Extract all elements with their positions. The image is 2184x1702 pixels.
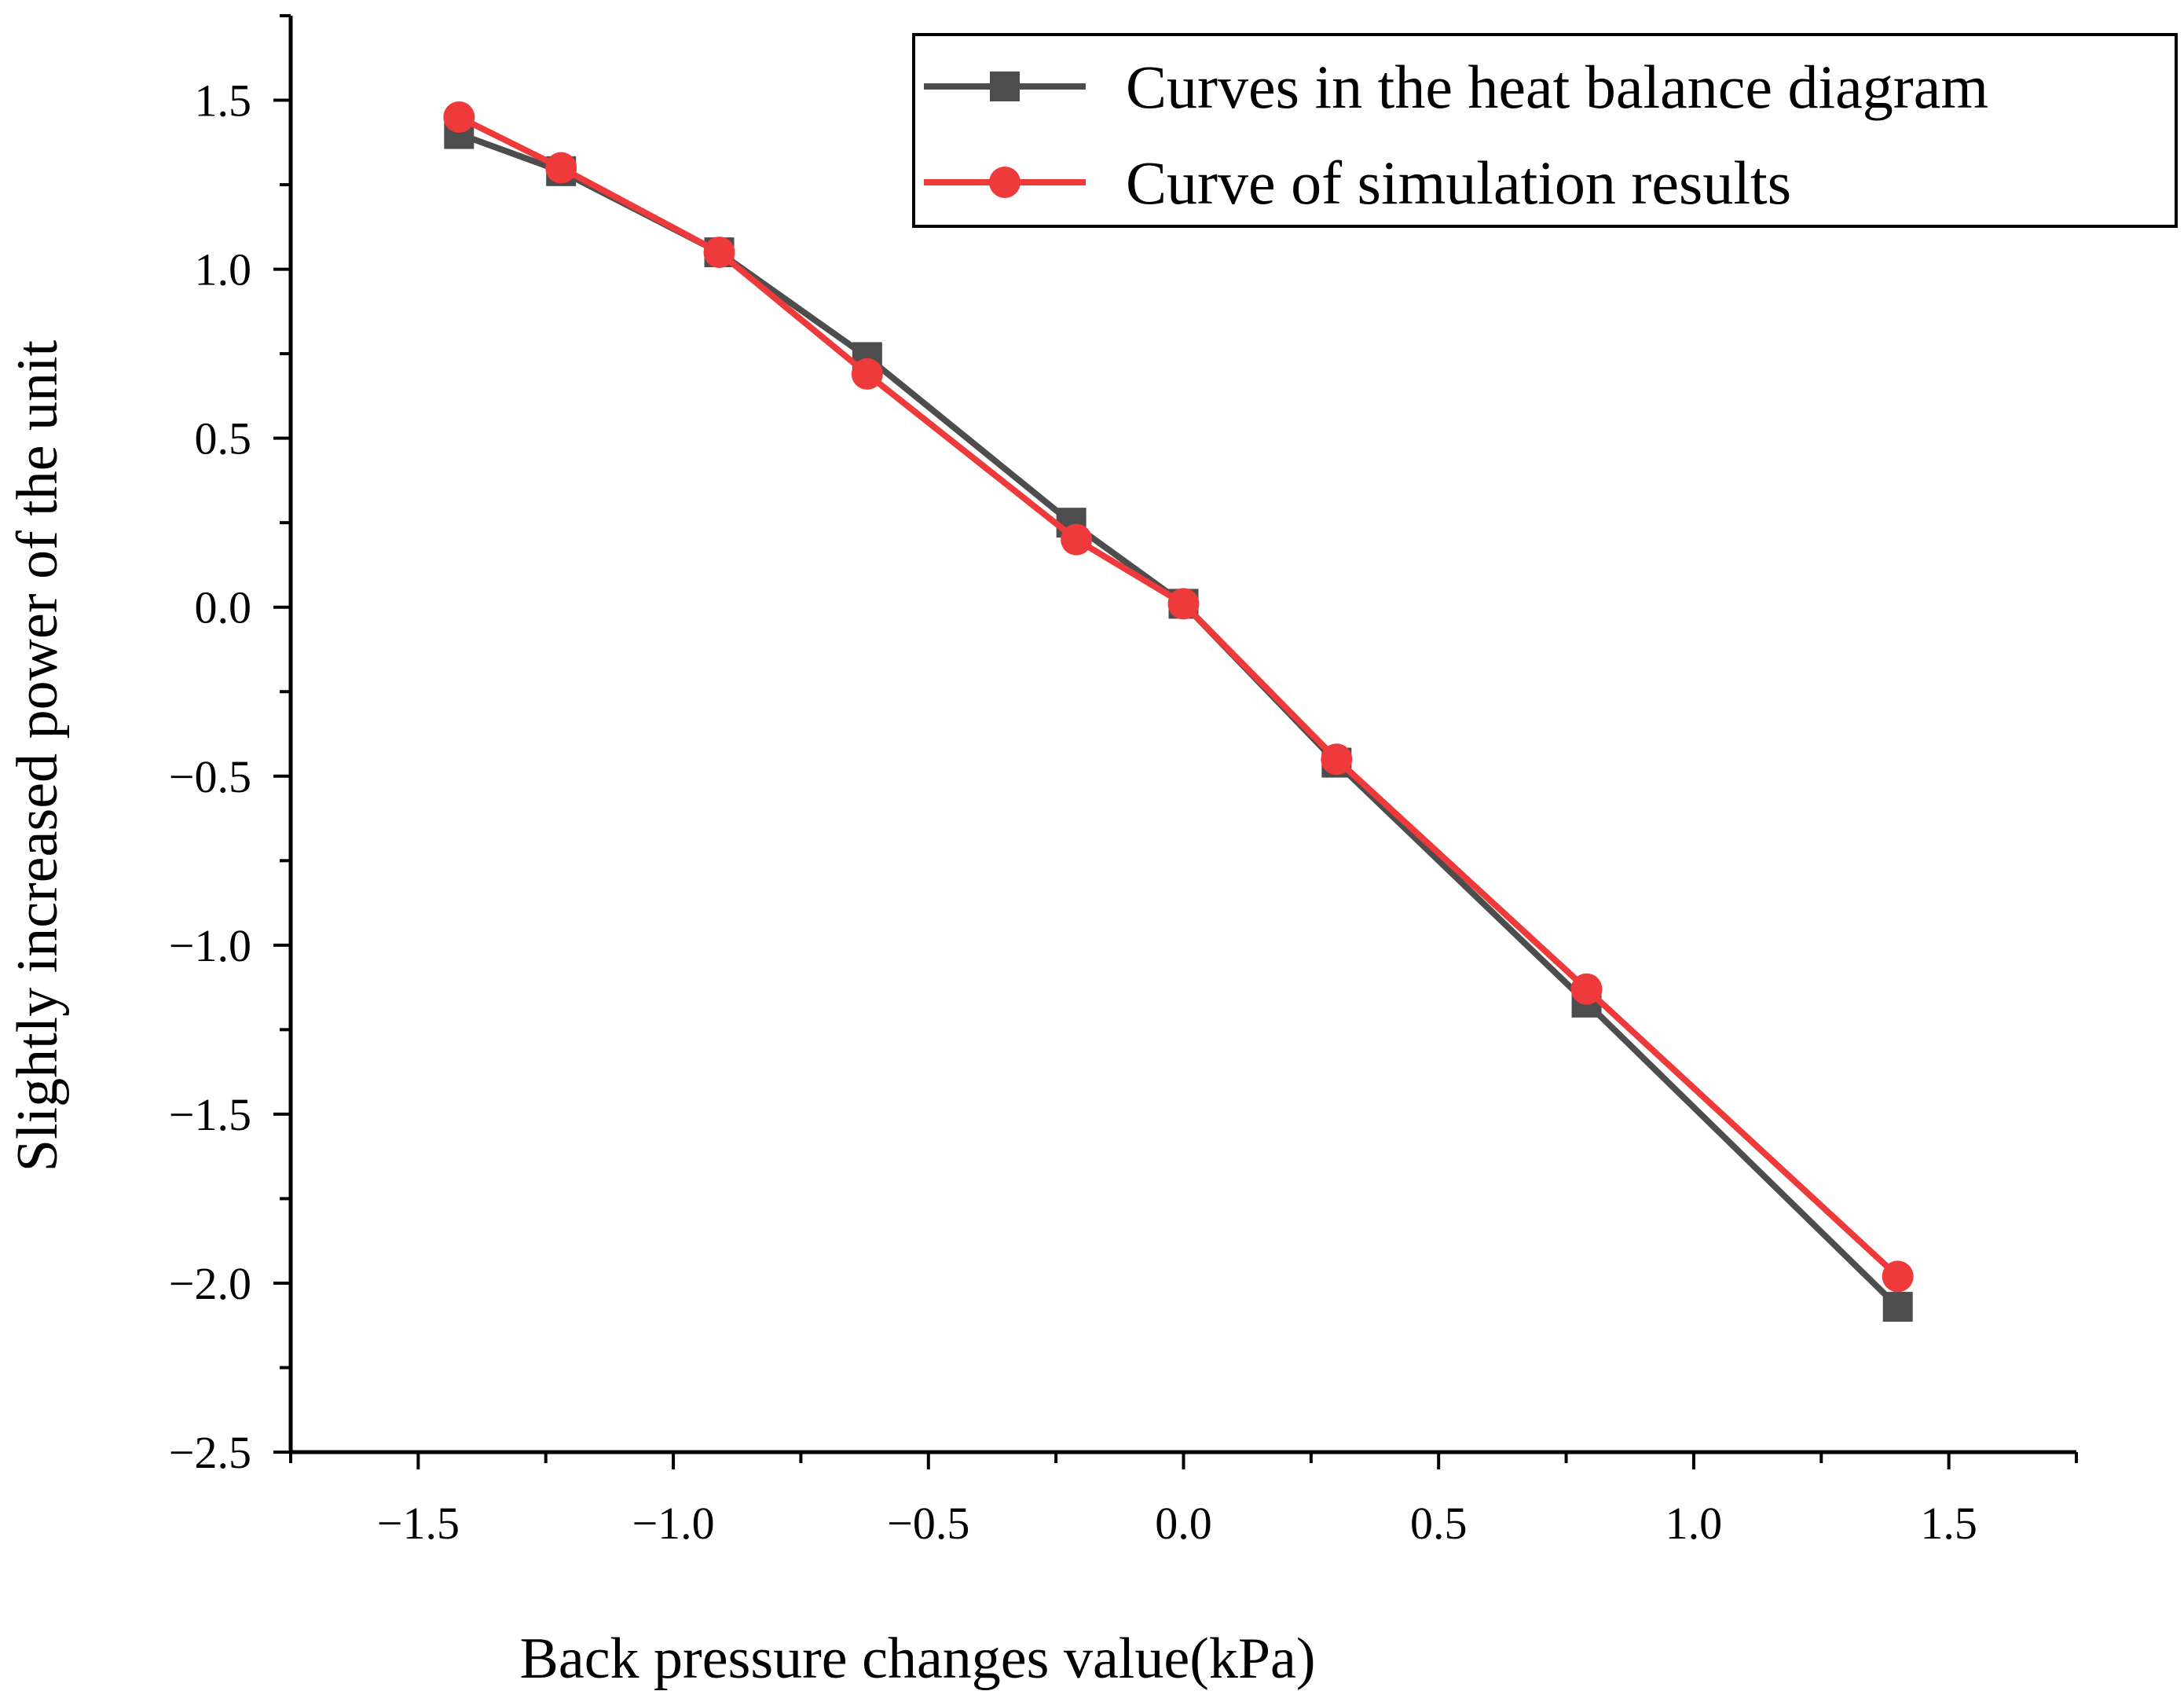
x-axis-label: Back pressure changes value(kPa) [520,1627,1316,1691]
x-tick-labels: −1.5 −1.0 −0.5 0.0 0.5 1.0 1.5 [377,1498,1977,1549]
legend: Curves in the heat balance diagram Curve … [912,33,2178,228]
data-point-circle [1321,743,1353,776]
x-tick-label: 1.0 [1665,1498,1723,1549]
data-point-circle [851,358,883,390]
data-point-circle [1570,973,1603,1005]
y-tick-label: −1.5 [169,1089,251,1140]
x-tick-label: 1.5 [1920,1498,1977,1549]
x-tick-label: −1.0 [632,1498,714,1549]
data-point-circle [1061,523,1093,556]
data-point-circle [545,152,577,184]
y-tick-label: −2.5 [169,1427,251,1478]
y-tick-label: −0.5 [169,751,251,802]
y-tick-label: 0.0 [195,582,252,633]
series-line [457,130,1900,1309]
legend-box [912,33,2178,228]
data-point-circle [1882,1260,1914,1293]
data-point-circle [443,101,475,134]
legend-marker-square [990,72,1020,101]
legend-label: Curves in the heat balance diagram [1126,53,1988,121]
x-tick-label: −1.5 [377,1498,460,1549]
axis-ticks [273,14,2078,1469]
series-layer [443,101,1914,1322]
series-2 [443,101,1914,1293]
data-point-square [1882,1292,1913,1322]
y-tick-label: 1.0 [195,244,252,295]
series-1 [444,119,1913,1322]
y-tick-label: 1.5 [195,75,252,127]
legend-marker-circle [989,167,1021,198]
x-tick-label: 0.5 [1410,1498,1468,1549]
y-tick-label: −2.0 [169,1258,251,1309]
y-axis-label: Slightly increased power of the unit [5,339,70,1172]
y-tick-label: 0.5 [195,413,252,464]
data-point-circle [703,237,735,269]
x-tick-label: −0.5 [887,1498,969,1549]
y-tick-labels: 1.5 1.0 0.5 0.0 −0.5 −1.0 −1.5 −2.0 −2.5 [169,75,251,1478]
legend-label: Curve of simulation results [1126,149,1791,217]
y-tick-label: −1.0 [169,920,251,971]
x-tick-label: 0.0 [1155,1498,1212,1549]
series-line [457,114,1900,1279]
legend-item: Curves in the heat balance diagram [924,53,1988,121]
legend-item: Curve of simulation results [924,149,1791,217]
data-point-circle [1167,588,1200,620]
